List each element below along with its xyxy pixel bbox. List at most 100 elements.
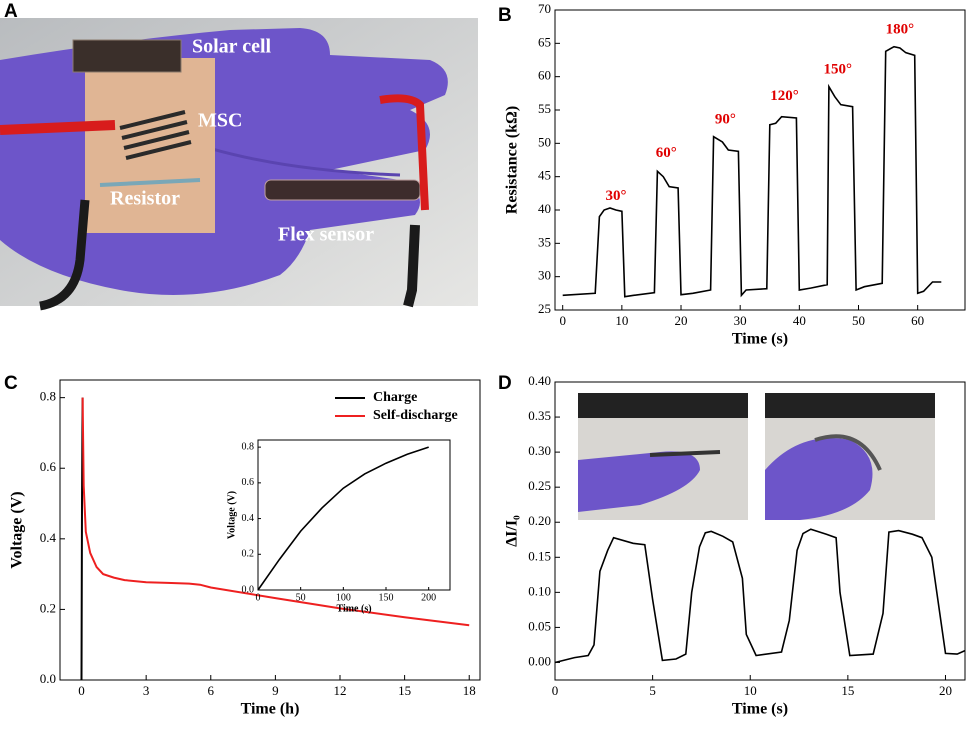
- x-tick-label: 0: [559, 313, 566, 328]
- data-line: [554, 528, 966, 664]
- y-axis-label: Voltage (V): [226, 491, 237, 539]
- y-tick-label: 0.8: [40, 389, 56, 404]
- x-tick-label: 18: [463, 683, 476, 698]
- x-tick-label: 10: [744, 683, 757, 698]
- y-tick-label: 50: [538, 134, 551, 149]
- x-axis-label: Time (s): [732, 701, 788, 718]
- x-tick-label: 15: [841, 683, 854, 698]
- sensor: [814, 434, 882, 471]
- annotation: 60°: [656, 145, 677, 161]
- black-clip: [39, 199, 90, 311]
- plot-frame: [257, 439, 451, 591]
- x-tick-label: 5: [649, 683, 656, 698]
- photo-label: Flex sensor: [278, 224, 374, 246]
- y-tick-label: 0.4: [242, 513, 255, 524]
- inset-photos: [578, 393, 935, 520]
- legend-label: Self-discharge: [373, 408, 458, 423]
- y-tick-label: 0.2: [242, 549, 255, 560]
- panel-label: A: [4, 1, 18, 22]
- x-tick-label: 0: [78, 683, 85, 698]
- legend-label: Charge: [373, 390, 417, 405]
- x-tick-label: 40: [793, 313, 806, 328]
- panel-label: C: [4, 373, 18, 394]
- msc-electrodes: [119, 110, 192, 160]
- plot-frame: [59, 379, 481, 681]
- y-tick-label: 70: [538, 1, 551, 16]
- x-tick-label: 6: [208, 683, 215, 698]
- photo-label: Resistor: [110, 188, 180, 210]
- resistor: [99, 178, 201, 187]
- x-axis-label: Time (s): [732, 331, 788, 348]
- photo: [0, 18, 478, 311]
- sensor: [649, 450, 721, 457]
- y-tick-label: 30: [538, 268, 551, 283]
- red-clip: [0, 120, 116, 135]
- x-tick-label: 10: [615, 313, 628, 328]
- x-tick-label: 0: [552, 683, 559, 698]
- y-tick-label: 45: [538, 168, 551, 183]
- x-tick-label: 50: [852, 313, 865, 328]
- annotation: 90°: [715, 111, 736, 127]
- x-axis-label: Time (s): [336, 603, 371, 614]
- inset-photo-strip: [578, 393, 748, 418]
- y-tick-label: 0.00: [528, 653, 551, 668]
- y-tick-label: 0.25: [528, 478, 551, 493]
- y-tick-label: 0.10: [528, 583, 551, 598]
- y-axis-label: ΔI/I₀: [504, 515, 521, 547]
- x-axis-label: Time (h): [241, 701, 300, 718]
- photo-label: Solar cell: [192, 36, 272, 58]
- photo-label: MSC: [198, 110, 242, 132]
- solar-cell: [72, 39, 182, 73]
- annotation: 150°: [824, 61, 853, 77]
- y-tick-label: 0.6: [242, 477, 255, 488]
- annotation: 30°: [605, 188, 626, 204]
- x-tick-label: 60: [911, 313, 924, 328]
- plot-frame: [554, 381, 966, 681]
- y-tick-label: 0.4: [40, 530, 57, 545]
- panel-label: B: [498, 5, 512, 26]
- x-tick-label: 0: [256, 592, 261, 603]
- x-tick-label: 9: [272, 683, 279, 698]
- x-tick-label: 30: [734, 313, 747, 328]
- x-tick-label: 50: [296, 592, 306, 603]
- black-wire: [403, 224, 420, 308]
- glove: [765, 438, 873, 520]
- data-line: [257, 446, 429, 591]
- inset-background: [258, 440, 450, 590]
- red-wire: [379, 94, 429, 211]
- data-line: [562, 45, 942, 298]
- y-tick-label: 40: [538, 201, 551, 216]
- flex-sensor: [264, 179, 421, 201]
- x-tick-label: 100: [336, 592, 351, 603]
- data-line: [81, 397, 470, 627]
- annotation: 180°: [886, 21, 915, 37]
- x-tick-label: 150: [379, 592, 394, 603]
- y-tick-label: 0.0: [40, 671, 56, 686]
- y-tick-label: 0.15: [528, 548, 551, 563]
- y-tick-label: 0.2: [40, 600, 56, 615]
- x-tick-label: 15: [398, 683, 411, 698]
- y-tick-label: 60: [538, 68, 551, 83]
- y-tick-label: 65: [538, 34, 551, 49]
- panel-label: D: [498, 373, 512, 394]
- plot-frame: [554, 9, 966, 311]
- y-tick-label: 0.20: [528, 513, 551, 528]
- x-tick-label: 200: [421, 592, 436, 603]
- y-tick-label: 0.35: [528, 408, 551, 423]
- patch: [85, 58, 215, 233]
- y-axis-label: Resistance (kΩ): [504, 106, 521, 214]
- x-tick-label: 20: [939, 683, 952, 698]
- y-tick-label: 0.40: [528, 373, 551, 388]
- y-tick-label: 25: [538, 301, 551, 316]
- x-tick-label: 12: [334, 683, 347, 698]
- x-tick-label: 3: [143, 683, 150, 698]
- y-tick-label: 0.0: [242, 584, 255, 595]
- x-tick-label: 20: [675, 313, 688, 328]
- annotation: 120°: [770, 88, 799, 104]
- y-tick-label: 55: [538, 101, 551, 116]
- y-tick-label: 0.8: [242, 441, 255, 452]
- y-tick-label: 35: [538, 234, 551, 249]
- y-tick-label: 0.30: [528, 443, 551, 458]
- inset-photo-strip: [765, 393, 935, 418]
